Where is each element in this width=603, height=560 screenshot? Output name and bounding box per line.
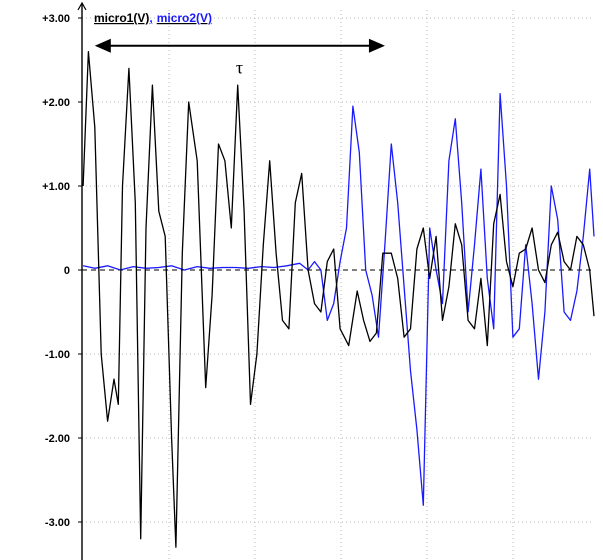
y-axis-arrowhead xyxy=(77,1,87,11)
y-tick-label: 0 xyxy=(64,265,70,277)
y-tick-label: +3.00 xyxy=(42,13,70,25)
y-tick-label: +1.00 xyxy=(42,181,70,193)
legend-entry-micro1: micro1(V) xyxy=(94,11,149,25)
series-layer xyxy=(82,50,595,548)
y-axis xyxy=(77,1,87,560)
legend: micro1(V), micro2(V) xyxy=(94,11,212,25)
y-tick-labels: +3.00 +2.00 +1.00 0 -1.00 -2.00 -3.00 xyxy=(42,13,82,529)
tau-annotation: τ xyxy=(94,38,385,78)
legend-entry-micro2: micro2(V) xyxy=(157,11,212,25)
y-tick-label: -2.00 xyxy=(45,433,70,445)
tau-arrowhead-right xyxy=(368,38,385,53)
tau-arrowhead-left xyxy=(94,38,111,53)
legend-separator: , xyxy=(149,11,152,25)
y-tick-label: -3.00 xyxy=(45,517,70,529)
tau-label: τ xyxy=(236,58,243,78)
grid xyxy=(82,10,594,560)
y-tick-label: -1.00 xyxy=(45,349,70,361)
series-line-micro2v xyxy=(82,92,595,506)
legend-label-micro1: micro1(V), micro2(V) xyxy=(94,11,212,25)
y-tick-label: +2.00 xyxy=(42,97,70,109)
series-line-micro1v xyxy=(82,50,595,548)
